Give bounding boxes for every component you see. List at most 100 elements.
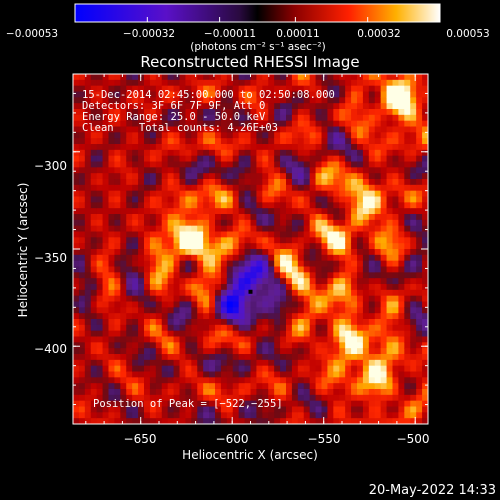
heatmap-cell: [368, 120, 376, 128]
heatmap-cell: [120, 400, 127, 408]
heatmap-cell: [120, 85, 127, 93]
heatmap-cell: [220, 243, 228, 250]
heatmap-cell: [132, 167, 139, 174]
heatmap-cell: [327, 418, 334, 424]
heatmap-cell: [297, 284, 305, 291]
heatmap-cell: [309, 132, 317, 139]
heatmap-cell: [380, 79, 388, 87]
heatmap-cell: [226, 342, 234, 349]
heatmap-cell: [238, 295, 246, 303]
heatmap-cell: [244, 266, 252, 273]
heatmap-cell: [78, 79, 86, 87]
heatmap-cell: [185, 161, 192, 168]
heatmap-cell: [392, 348, 400, 355]
heatmap-cell: [90, 249, 98, 256]
heatmap-cell: [392, 202, 400, 209]
heatmap-cell: [268, 336, 275, 343]
heatmap-cell: [226, 313, 234, 320]
heatmap-cell: [262, 365, 269, 373]
heatmap-cell: [73, 85, 80, 93]
heatmap-cell: [203, 144, 210, 151]
heatmap-cell: [144, 406, 151, 413]
heatmap-cell: [404, 249, 411, 256]
heatmap-cell: [321, 202, 329, 209]
heatmap-cell: [315, 132, 323, 139]
heatmap-cell: [209, 354, 216, 361]
heatmap-cell: [268, 231, 275, 238]
heatmap-cell: [280, 237, 287, 244]
heatmap-cell: [392, 237, 400, 244]
heatmap-cell: [90, 184, 98, 192]
heatmap-cell: [321, 394, 329, 402]
heatmap-cell: [215, 249, 222, 256]
heatmap-cell: [167, 85, 175, 93]
heatmap-cell: [374, 348, 382, 355]
heatmap-cell: [126, 412, 133, 419]
heatmap-cell: [73, 412, 80, 419]
heatmap-cell: [297, 394, 305, 402]
heatmap-cell: [250, 383, 258, 390]
heatmap-cell: [197, 400, 204, 408]
heatmap-cell: [173, 179, 181, 186]
heatmap-cell: [380, 336, 388, 343]
heatmap-cell: [398, 79, 405, 87]
heatmap-cell: [422, 394, 428, 402]
heatmap-cell: [392, 103, 400, 110]
heatmap-cell: [120, 214, 127, 221]
heatmap-cell: [90, 324, 98, 332]
heatmap-cell: [398, 173, 405, 180]
heatmap-cell: [232, 289, 240, 297]
heatmap-cell: [220, 266, 228, 273]
heatmap-cell: [161, 219, 169, 227]
heatmap-cell: [386, 138, 394, 145]
heatmap-cell: [297, 85, 305, 93]
heatmap-cell: [368, 266, 376, 273]
heatmap-cell: [303, 400, 311, 408]
heatmap-cell: [197, 301, 204, 308]
heatmap-cell: [114, 79, 121, 87]
heatmap-cell: [132, 249, 139, 256]
heatmap-cell: [114, 144, 121, 151]
heatmap-cell: [286, 365, 293, 373]
heatmap-cell: [357, 359, 364, 367]
heatmap-cell: [102, 371, 110, 378]
heatmap-cell: [345, 254, 352, 262]
heatmap-cell: [191, 371, 198, 378]
heatmap-cell: [132, 377, 139, 384]
heatmap-cell: [215, 214, 222, 221]
heatmap-cell: [309, 272, 317, 279]
heatmap-cell: [155, 120, 163, 128]
heatmap-cell: [339, 103, 346, 110]
heatmap-cell: [286, 85, 293, 93]
heatmap-cell: [220, 313, 228, 320]
heatmap-cell: [185, 389, 192, 396]
heatmap-cell: [167, 91, 175, 98]
heatmap-cell: [357, 225, 364, 233]
heatmap-cell: [73, 208, 80, 215]
heatmap-cell: [108, 85, 116, 93]
heatmap-cell: [416, 348, 423, 355]
heatmap-cell: [386, 184, 394, 192]
heatmap-cell: [315, 114, 323, 122]
heatmap-cell: [149, 126, 157, 133]
heatmap-cell: [422, 371, 428, 378]
heatmap-cell: [321, 406, 329, 413]
heatmap-cell: [368, 406, 376, 413]
heatmap-cell: [321, 190, 329, 198]
heatmap-cell: [203, 377, 210, 384]
heatmap-cell: [297, 243, 305, 250]
heatmap-cell: [297, 254, 305, 262]
heatmap-cell: [144, 260, 151, 268]
heatmap-cell: [114, 184, 121, 192]
heatmap-cell: [155, 103, 163, 110]
heatmap-cell: [244, 202, 252, 209]
heatmap-cell: [291, 313, 299, 320]
heatmap-cell: [244, 383, 252, 390]
heatmap-cell: [380, 85, 388, 93]
heatmap-cell: [126, 243, 133, 250]
heatmap-cell: [90, 377, 98, 384]
heatmap-cell: [197, 371, 204, 378]
heatmap-cell: [120, 74, 127, 81]
heatmap-cell: [268, 289, 275, 297]
heatmap-cell: [209, 301, 216, 308]
